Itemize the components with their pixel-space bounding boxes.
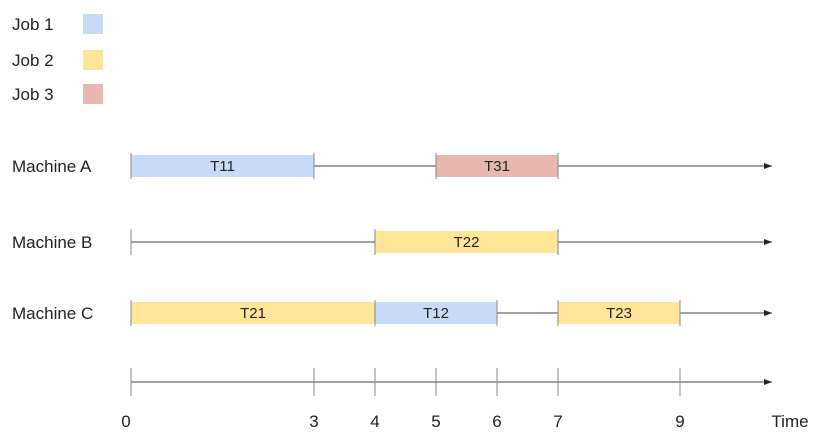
legend-label: Job 3	[12, 85, 54, 104]
task-label: T21	[240, 305, 266, 322]
machine-label: Machine A	[12, 157, 92, 176]
task-bar	[131, 155, 314, 177]
time-tick-label: 4	[370, 412, 379, 431]
legend-label: Job 2	[12, 51, 54, 70]
task-bar	[558, 302, 680, 324]
time-tick-label: 6	[492, 412, 501, 431]
task-label: T12	[423, 305, 449, 322]
legend-swatch	[83, 84, 103, 104]
task-label: T11	[210, 158, 235, 175]
task-label: T31	[484, 158, 510, 175]
legend-swatch	[83, 14, 103, 34]
machine-label: Machine C	[12, 304, 93, 323]
task-bar	[436, 155, 558, 177]
time-axis: 0 3 4 5 6 7 9 Time	[121, 368, 809, 431]
machine-label: Machine B	[12, 233, 92, 252]
time-tick-label: 7	[553, 412, 562, 431]
time-axis-label: Time	[771, 412, 808, 431]
time-tick-label: 3	[309, 412, 318, 431]
time-tick-label: 9	[675, 412, 684, 431]
time-tick-label: 5	[431, 412, 440, 431]
legend: Job 1 Job 2 Job 3	[12, 14, 103, 104]
time-tick-label: 0	[121, 412, 130, 431]
legend-swatch	[83, 50, 103, 70]
task-bar	[131, 302, 375, 324]
task-bar	[375, 231, 558, 253]
legend-label: Job 1	[12, 15, 54, 34]
machine-rows: Machine A T11 T31 Machine B T22 Machine C T21 T…	[12, 153, 772, 326]
task-label: T22	[454, 234, 480, 251]
task-bar	[375, 302, 497, 324]
task-label: T23	[606, 305, 632, 322]
